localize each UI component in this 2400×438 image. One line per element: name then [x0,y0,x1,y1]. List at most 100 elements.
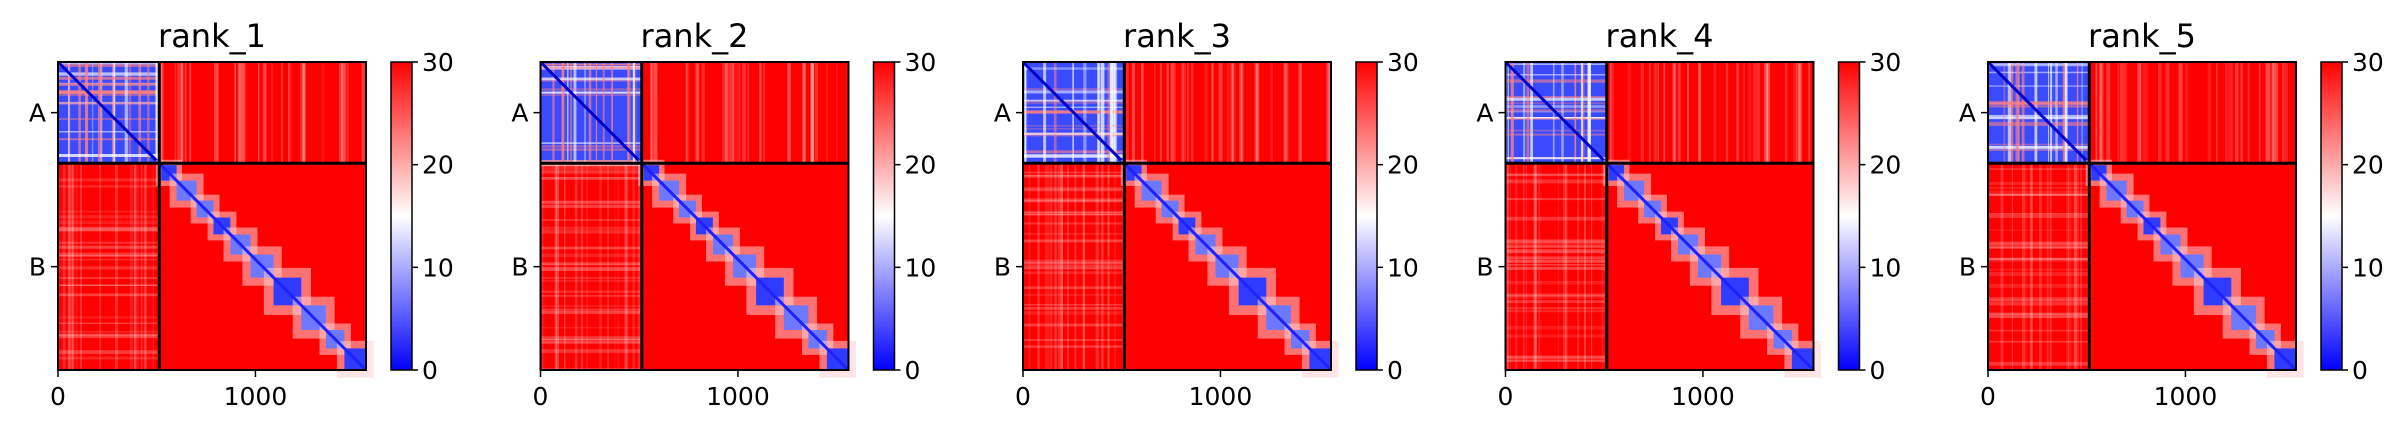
heatmap-stripe [1170,62,1175,164]
chain-a-texture [1505,117,1607,118]
heatmap-stripe [1988,182,2090,185]
heatmap-stripe [80,163,82,370]
heatmap-panel: rank_4 A B 0 1000 0 10 20 30 [1476,17,1901,411]
chain-a-diagonal [1504,60,1608,165]
heatmap-stripe [1523,163,1525,370]
heatmap-stripe [1505,307,1607,309]
heatmap-stripe [1509,163,1511,370]
chain-a-diagonal [1986,60,2091,165]
heatmap-stripe [2119,62,2124,164]
heatmap-stripe [1023,171,1125,174]
chain-a-texture [138,62,142,164]
heatmap-stripe [1988,193,2090,195]
heatmap-stripe [1799,62,1802,164]
heatmap-stripe [2178,62,2183,164]
heatmap-stripe [58,356,160,360]
heatmap-stripe [724,62,728,164]
heatmap-stripe [1988,229,2090,231]
chain-a-texture [2010,62,2014,164]
heatmap-stripe [803,62,806,164]
heatmap-stripe [1505,296,1607,299]
heatmap-stripe [2137,62,2141,164]
heatmap-stripe [1023,262,1125,264]
plot-frame [57,61,367,371]
chain-a-texture [1988,105,2090,108]
heatmap-stripe [342,62,346,164]
heatmap-stripe [234,62,236,164]
heatmap-stripe [1023,174,1125,177]
heatmap-stripe [1988,213,2090,215]
heatmap-stripe [2228,62,2232,164]
heatmap-stripe [1603,163,1605,370]
y-tick-label: B [511,253,528,282]
chain-a-texture [627,62,631,164]
chain-a-texture [124,62,128,164]
heatmap-stripe [1023,267,1125,270]
heatmap-stripe [1564,163,1568,370]
heatmap-stripe [2099,62,2102,164]
heatmap-stripe [557,163,559,370]
heatmap-stripe [1505,334,1607,338]
heatmap-stripe [540,349,642,353]
chain-a-texture [540,145,642,148]
heatmap-stripe [1023,187,1125,190]
heatmap-stripe [2046,163,2049,370]
heatmap-stripe [787,62,791,164]
heatmap-stripe [600,163,602,370]
heatmap-stripe [1023,232,1125,235]
heatmap-stripe [58,330,160,333]
heatmap-stripe [62,163,66,370]
heatmap-stripe [732,62,735,164]
chain-a-texture [58,62,160,65]
chain-a-texture [552,62,555,164]
heatmap-stripe [1515,163,1518,370]
heatmap-stripe [216,62,219,164]
colorbar-tick-label: 10 [422,253,454,282]
heatmap-stripe [812,62,814,164]
colorbar-tick-label: 0 [1870,356,1886,385]
heatmap-stripe [2158,62,2162,164]
chain-a-diagonal [56,60,161,165]
colorbar-tick-label: 30 [2352,48,2384,77]
heatmap-stripe [1023,339,1125,341]
chain-a-texture [1505,79,1607,83]
heatmap-stripe [1743,62,1745,164]
heatmap-stripe [58,316,160,319]
y-tick-label: A [511,99,528,128]
heatmap-stripe [1101,163,1104,370]
chain-a-texture [573,62,577,164]
heatmap-stripe [1753,62,1757,164]
colorbar-tick-label: 30 [905,48,937,77]
chain-b-diagonal [1123,162,1333,372]
heatmap-stripe [650,62,654,164]
chain-a-texture [1580,62,1583,164]
heatmap-stripe [58,333,160,336]
heatmap-stripe [321,62,324,164]
heatmap-stripe [540,311,642,315]
heatmap-stripe [361,62,365,164]
chain-a-texture [58,72,160,76]
chain-a-texture [1988,114,2090,119]
heatmap-stripe [1083,163,1086,370]
heatmap-stripe [540,219,642,221]
panel-title: rank_3 [1123,17,1231,55]
heatmap-stripe [1229,62,1231,164]
heatmap-stripe [58,185,160,188]
heatmap-stripe [2272,62,2275,164]
heatmap-stripe [1114,163,1117,370]
heatmap-stripe [2049,163,2052,370]
heatmap-stripe [1988,245,2090,249]
heatmap-stripe [1653,62,1658,164]
heatmap-stripe [1535,163,1537,370]
heatmap-stripe [1326,62,1330,164]
colorbar-tick-label: 20 [2352,151,2384,180]
chain-a-texture [1101,62,1105,164]
heatmap-stripe [1023,189,1125,192]
heatmap-stripe [58,335,160,339]
heatmap-stripe [1988,190,2090,193]
heatmap-stripe [2185,62,2189,164]
heatmap-stripe [1557,163,1560,370]
heatmap-stripe [160,62,163,164]
heatmap-stripe [288,62,290,164]
heatmap-stripe [241,62,245,164]
